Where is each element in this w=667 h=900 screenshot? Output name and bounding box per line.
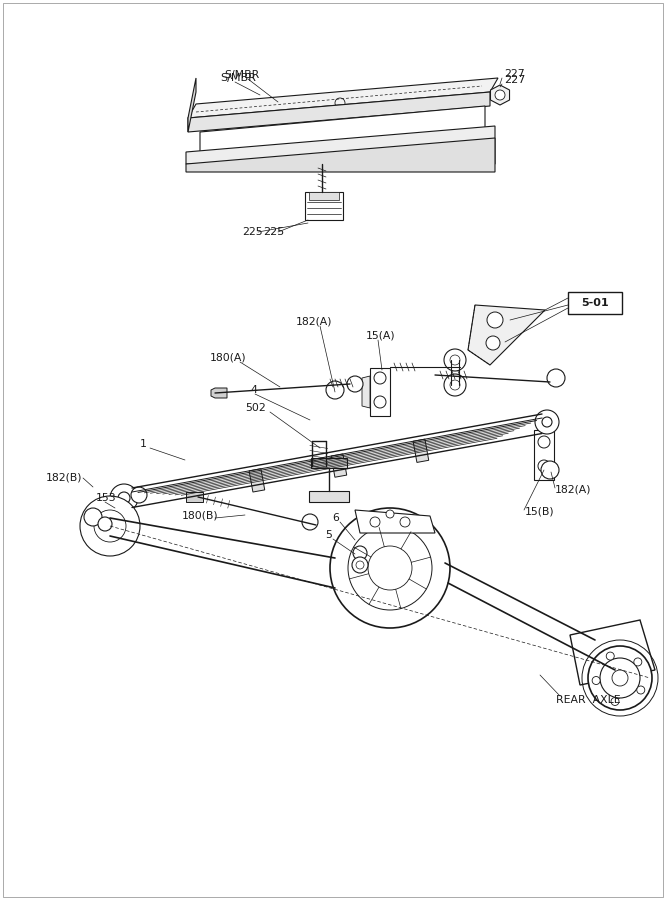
Circle shape bbox=[400, 517, 410, 527]
Circle shape bbox=[94, 510, 126, 542]
Bar bbox=[568, 292, 622, 314]
Text: 225: 225 bbox=[242, 227, 263, 237]
Polygon shape bbox=[468, 305, 545, 365]
Circle shape bbox=[541, 461, 559, 479]
Circle shape bbox=[547, 369, 565, 387]
Polygon shape bbox=[355, 510, 435, 533]
Text: REAR  AXLE: REAR AXLE bbox=[556, 695, 620, 705]
Circle shape bbox=[487, 312, 503, 328]
Circle shape bbox=[352, 557, 368, 573]
Polygon shape bbox=[309, 491, 349, 502]
Polygon shape bbox=[200, 106, 485, 152]
Circle shape bbox=[588, 646, 652, 710]
Polygon shape bbox=[211, 388, 227, 398]
Text: 502: 502 bbox=[245, 403, 265, 413]
Circle shape bbox=[90, 506, 130, 546]
Circle shape bbox=[370, 517, 380, 527]
Circle shape bbox=[100, 516, 120, 536]
Circle shape bbox=[495, 90, 505, 100]
Polygon shape bbox=[331, 454, 347, 477]
Polygon shape bbox=[186, 492, 203, 502]
Circle shape bbox=[637, 686, 645, 694]
Circle shape bbox=[538, 460, 550, 472]
Text: 4: 4 bbox=[250, 385, 257, 395]
Polygon shape bbox=[188, 92, 490, 132]
Circle shape bbox=[118, 492, 130, 504]
Text: 5: 5 bbox=[325, 530, 332, 540]
Text: S/MBR: S/MBR bbox=[224, 70, 259, 80]
Text: S/MBR: S/MBR bbox=[220, 73, 256, 83]
Circle shape bbox=[450, 355, 460, 365]
Circle shape bbox=[330, 508, 450, 628]
Circle shape bbox=[347, 376, 363, 392]
Circle shape bbox=[348, 526, 432, 610]
Circle shape bbox=[356, 561, 364, 569]
Text: 1: 1 bbox=[140, 439, 147, 449]
Circle shape bbox=[326, 381, 344, 399]
Circle shape bbox=[374, 396, 386, 408]
Circle shape bbox=[542, 417, 552, 427]
Circle shape bbox=[84, 508, 102, 526]
Text: 182(A): 182(A) bbox=[296, 317, 333, 327]
Circle shape bbox=[368, 546, 412, 590]
Circle shape bbox=[450, 380, 460, 390]
Circle shape bbox=[486, 336, 500, 350]
Polygon shape bbox=[570, 620, 655, 685]
Polygon shape bbox=[311, 458, 347, 469]
Polygon shape bbox=[186, 138, 495, 172]
Bar bbox=[534, 430, 554, 480]
Text: 182(A): 182(A) bbox=[555, 485, 592, 495]
Circle shape bbox=[634, 658, 642, 666]
Circle shape bbox=[80, 496, 140, 556]
Circle shape bbox=[611, 698, 619, 706]
Text: 227: 227 bbox=[504, 69, 525, 79]
Polygon shape bbox=[362, 376, 370, 408]
Polygon shape bbox=[186, 126, 495, 164]
Circle shape bbox=[110, 484, 138, 512]
Circle shape bbox=[538, 436, 550, 448]
Circle shape bbox=[131, 487, 147, 503]
Polygon shape bbox=[188, 78, 498, 118]
Circle shape bbox=[374, 372, 386, 384]
Text: 15(B): 15(B) bbox=[525, 507, 555, 517]
Circle shape bbox=[444, 374, 466, 396]
Text: 180(A): 180(A) bbox=[210, 353, 247, 363]
Circle shape bbox=[600, 658, 640, 698]
Circle shape bbox=[535, 410, 559, 434]
Polygon shape bbox=[490, 85, 510, 105]
Circle shape bbox=[444, 349, 466, 371]
Text: 182(B): 182(B) bbox=[46, 473, 83, 483]
Text: 227: 227 bbox=[504, 75, 526, 85]
Bar bbox=[305, 192, 343, 220]
Text: 5-01: 5-01 bbox=[581, 298, 609, 308]
Circle shape bbox=[98, 517, 112, 531]
Polygon shape bbox=[188, 78, 196, 132]
Circle shape bbox=[386, 510, 394, 518]
Circle shape bbox=[592, 677, 600, 685]
Text: 6: 6 bbox=[332, 513, 339, 523]
Polygon shape bbox=[413, 439, 429, 463]
Circle shape bbox=[353, 546, 367, 560]
Text: 225: 225 bbox=[263, 227, 284, 237]
Text: 180(B): 180(B) bbox=[182, 510, 219, 520]
Text: 153: 153 bbox=[96, 493, 117, 503]
Bar bbox=[309, 192, 339, 200]
Circle shape bbox=[302, 514, 318, 530]
Text: 15(A): 15(A) bbox=[366, 331, 396, 341]
Polygon shape bbox=[249, 469, 265, 492]
Bar bbox=[370, 368, 390, 416]
Circle shape bbox=[606, 652, 614, 660]
Circle shape bbox=[612, 670, 628, 686]
